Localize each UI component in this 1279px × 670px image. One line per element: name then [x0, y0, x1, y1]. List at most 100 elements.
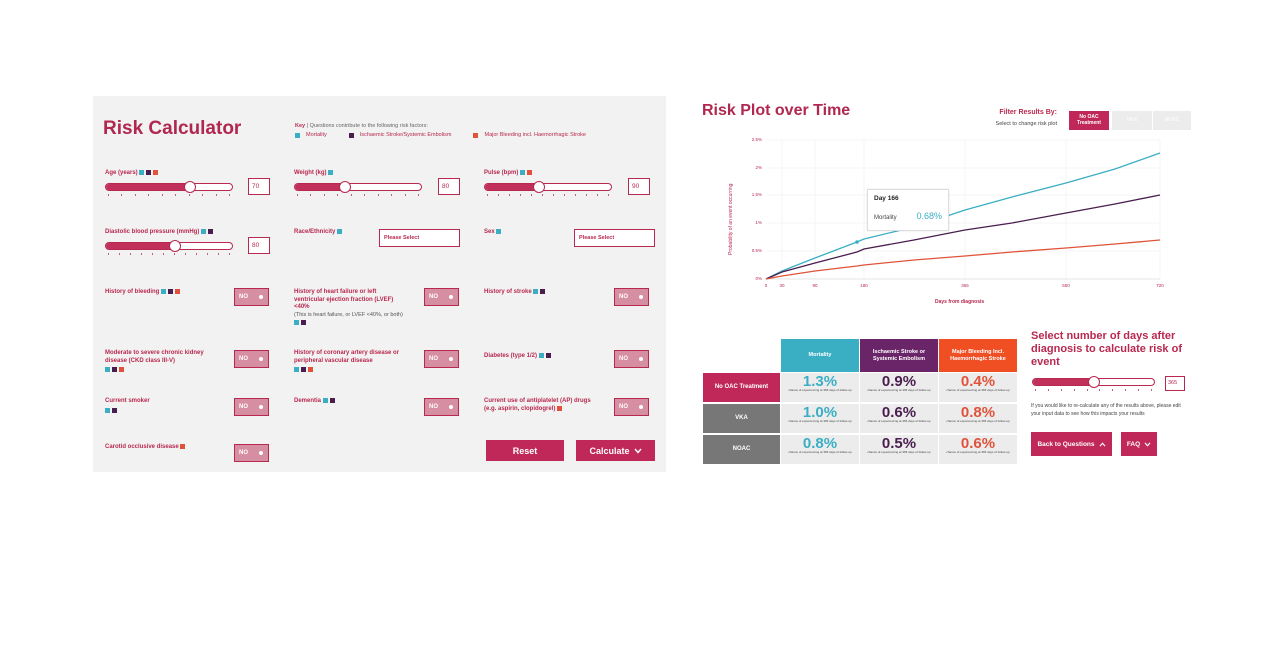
- toggle-dot-icon: [449, 295, 453, 299]
- result-value: 0.8%: [960, 404, 996, 421]
- mortality-square-icon: [294, 367, 299, 372]
- race-label: Race/Ethnicity: [294, 229, 344, 237]
- pulse-input[interactable]: 90: [628, 178, 650, 195]
- calculate-button[interactable]: Calculate: [576, 440, 655, 461]
- diastolic-bp-slider[interactable]: [105, 240, 233, 252]
- diabetes-toggle[interactable]: NO: [614, 350, 649, 368]
- stroke-square-icon: [208, 229, 214, 234]
- coronary-disease-toggle[interactable]: NO: [424, 350, 459, 368]
- diastolic-bp-input[interactable]: 80: [248, 237, 270, 254]
- key-item-label: Ischaemic Stroke/Systemic Embolism: [359, 132, 452, 138]
- reset-button[interactable]: Reset: [486, 440, 564, 461]
- slider-knob[interactable]: [169, 240, 182, 252]
- weight-input[interactable]: 80: [438, 178, 460, 195]
- history-stroke-toggle[interactable]: NO: [614, 288, 649, 306]
- race-select[interactable]: Please Select: [379, 229, 460, 247]
- stroke-line: [765, 194, 1161, 280]
- stroke-square-icon: [146, 170, 152, 175]
- age-slider[interactable]: [105, 181, 233, 193]
- slider-ticks: [484, 194, 612, 197]
- key-item-mortality: Mortality: [295, 132, 327, 138]
- faq-button[interactable]: FAQ: [1121, 432, 1157, 456]
- result-cell: 0.4% chance of experiencing at 365 days o…: [939, 373, 1017, 402]
- mortality-square-icon: [295, 132, 300, 138]
- slider-ticks: [105, 253, 233, 256]
- result-value: 0.6%: [960, 435, 996, 452]
- toggle-dot-icon: [259, 451, 263, 455]
- svg-text:0: 0: [765, 283, 768, 288]
- history-bleeding-label: History of bleeding: [105, 289, 182, 297]
- days-slider[interactable]: [1032, 376, 1155, 388]
- result-value: 1.3%: [802, 373, 838, 390]
- question-text: Diastolic blood pressure (mmHg): [105, 229, 200, 236]
- mortality-square-icon: [294, 320, 299, 326]
- days-input[interactable]: 365: [1165, 376, 1185, 391]
- result-cell: 0.9% chance of experiencing at 365 days o…: [860, 373, 938, 402]
- toggle-label: NO: [239, 294, 248, 300]
- filter-no-oac-button[interactable]: No OAC Treatment: [1069, 111, 1109, 130]
- hover-point-marker: [855, 240, 859, 244]
- mortality-square-icon: [139, 170, 145, 175]
- mortality-square-icon: [533, 289, 539, 294]
- toggle-label: NO: [619, 404, 628, 410]
- back-to-questions-button[interactable]: Back to Questions: [1031, 432, 1112, 456]
- smoker-toggle[interactable]: NO: [234, 398, 269, 416]
- result-value: 0.6%: [881, 404, 917, 421]
- question-text: Pulse (bpm): [484, 170, 519, 177]
- x-axis-label: Days from diagnosis: [935, 299, 985, 305]
- dementia-toggle[interactable]: NO: [424, 398, 459, 416]
- row-label-no-oac: No OAC Treatment: [703, 373, 780, 402]
- risk-line-chart: 2.5% 2% 1.5% 1% 0.5% 0% 0 30 90 180 365 …: [752, 137, 1165, 288]
- ckd-label: Moderate to severe chronic kidney diseas…: [105, 350, 225, 375]
- toggle-dot-icon: [259, 405, 263, 409]
- result-cell: 0.8% chance of experiencing at 365 days o…: [781, 435, 859, 464]
- weight-slider[interactable]: [294, 181, 422, 193]
- filter-vka-button[interactable]: VKA: [1112, 111, 1152, 130]
- svg-text:0%: 0%: [755, 276, 762, 281]
- calculate-label: Calculate: [589, 445, 630, 456]
- y-axis-label: Probability of an event occurring: [728, 183, 734, 255]
- toggle-label: NO: [429, 356, 438, 362]
- heart-failure-toggle[interactable]: NO: [424, 288, 459, 306]
- carotid-toggle[interactable]: NO: [234, 444, 269, 462]
- toggle-label: NO: [239, 356, 248, 362]
- slider-knob[interactable]: [339, 181, 352, 193]
- y-axis-ticks: 2.5% 2% 1.5% 1% 0.5% 0%: [752, 137, 762, 281]
- pulse-slider[interactable]: [484, 181, 612, 193]
- question-text: Dementia: [294, 398, 322, 405]
- age-input[interactable]: 70: [248, 178, 270, 195]
- slider-knob[interactable]: [1087, 376, 1100, 388]
- dementia-label: Dementia: [294, 398, 337, 406]
- history-bleeding-toggle[interactable]: NO: [234, 288, 269, 306]
- sex-select[interactable]: Please Select: [574, 229, 655, 247]
- chevron-up-icon: [1099, 441, 1105, 447]
- faq-label: FAQ: [1126, 440, 1141, 448]
- slider-knob[interactable]: [533, 181, 546, 193]
- mortality-square-icon: [520, 170, 526, 175]
- toggle-label: NO: [619, 356, 628, 362]
- filter-noac-button[interactable]: NOAC: [1153, 111, 1191, 130]
- slider-knob[interactable]: [184, 181, 197, 193]
- history-stroke-label: History of stroke: [484, 289, 547, 297]
- mortality-square-icon: [201, 229, 207, 234]
- result-caption: chance of experiencing at 365 days of fo…: [946, 419, 1010, 423]
- toggle-dot-icon: [259, 295, 263, 299]
- question-text: Race/Ethnicity: [294, 229, 336, 236]
- slider-ticks: [105, 194, 233, 197]
- stroke-square-icon: [168, 289, 174, 294]
- result-cell: 1.3% chance of experiencing at 365 days o…: [781, 373, 859, 402]
- bleeding-square-icon: [175, 289, 181, 294]
- question-text: Weight (kg): [294, 170, 327, 177]
- result-caption: chance of experiencing at 365 days of fo…: [788, 450, 852, 454]
- ckd-toggle[interactable]: NO: [234, 350, 269, 368]
- svg-text:1.5%: 1.5%: [752, 192, 762, 197]
- result-caption: chance of experiencing at 365 days of fo…: [867, 450, 931, 454]
- pulse-label: Pulse (bpm): [484, 170, 534, 178]
- coronary-disease-label: History of coronary artery disease or pe…: [294, 350, 414, 375]
- question-text: Moderate to severe chronic kidney diseas…: [105, 350, 204, 364]
- weight-label: Weight (kg): [294, 170, 335, 178]
- key-legend-heading: Key | Questions contribute to the follow…: [295, 123, 428, 129]
- toggle-dot-icon: [449, 357, 453, 361]
- antiplatelet-toggle[interactable]: NO: [614, 398, 649, 416]
- carotid-label: Carotid occlusive disease: [105, 444, 187, 452]
